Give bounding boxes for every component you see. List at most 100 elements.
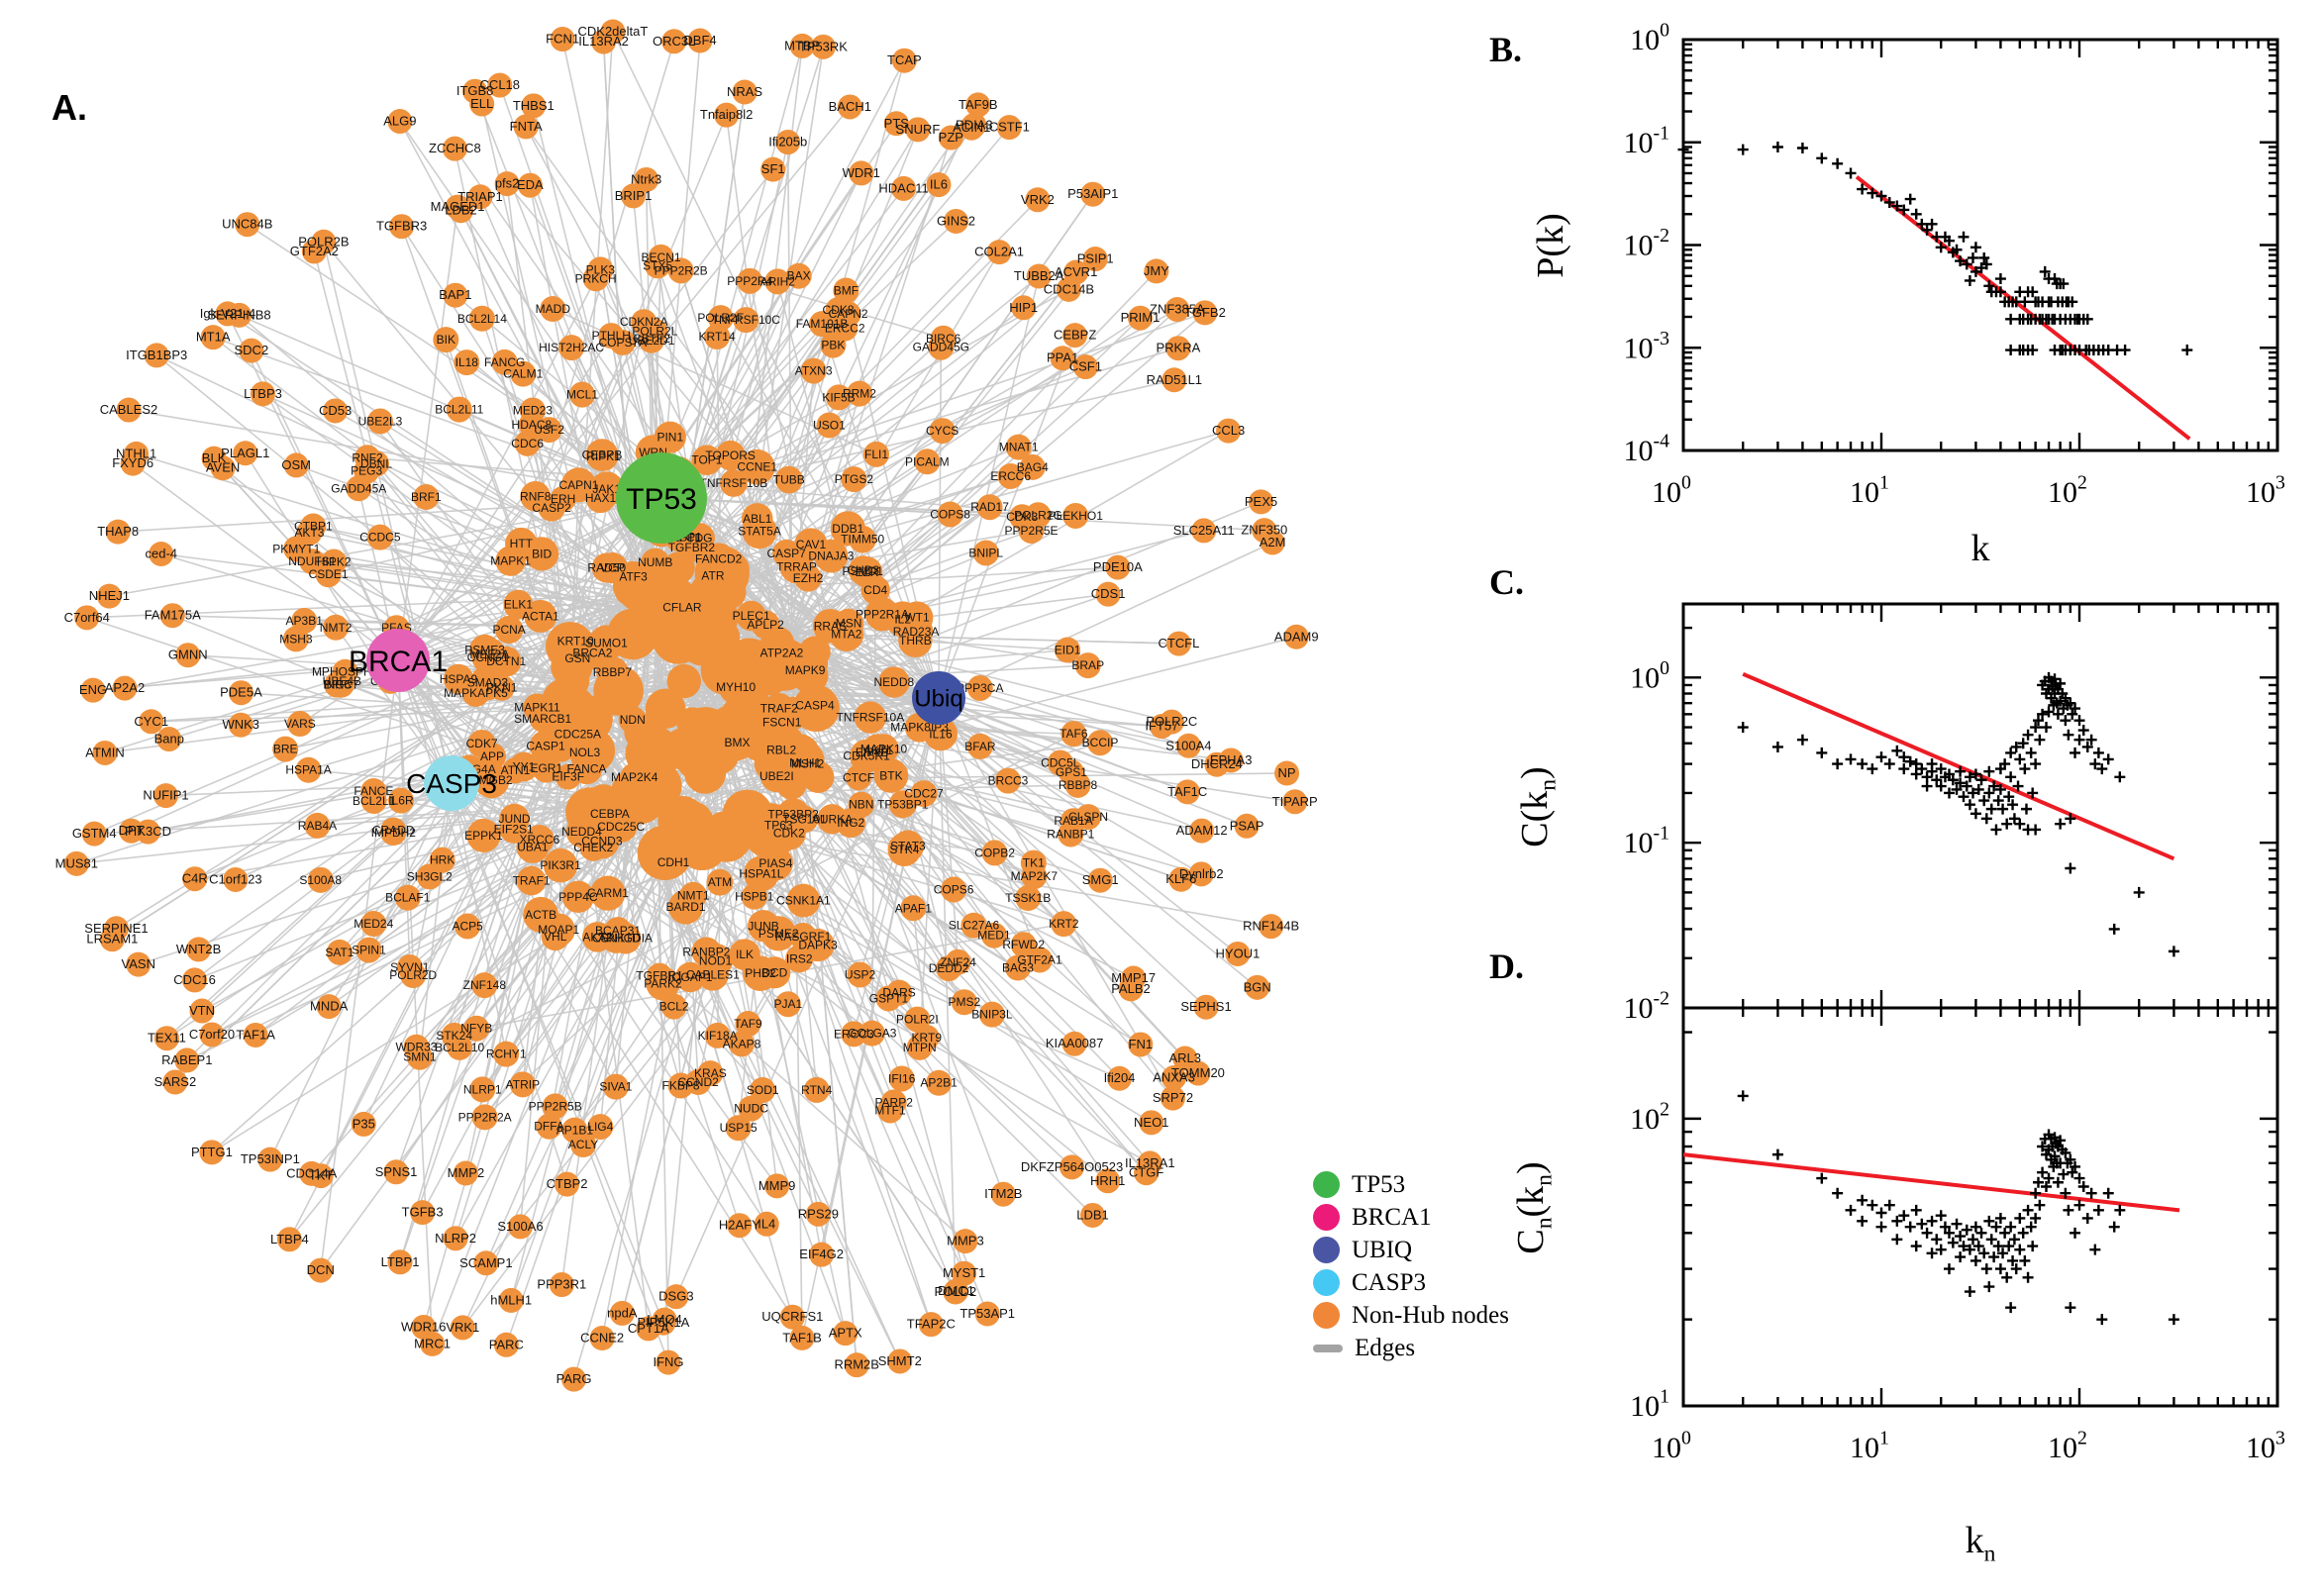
node-label: SAT1 [325,946,354,959]
non-hub-node [923,717,958,751]
node-label: PHB2 [745,966,776,980]
node-label: TDG [687,531,712,545]
legend-item-ubiq: UBIQ [1313,1234,1509,1266]
data-point [2055,818,2067,830]
data-point [2005,747,2017,758]
node-label: BAG3 [1002,960,1034,974]
data-point [1845,1204,1857,1216]
data-point [1997,1247,2009,1259]
node-label: DHCR24 [1191,756,1243,771]
node-label: TSSK1B [1005,891,1051,905]
node-label: BCCIP [1082,736,1119,749]
node-label: NOD1 [699,953,733,967]
non-hub-node [965,92,991,118]
node-label: CSTF1 [989,120,1030,135]
non-hub-node [429,847,455,873]
scatter-points [1737,1090,2179,1326]
node-label: GMNN [168,648,208,662]
axis-tick-label: 100 [1630,20,1669,57]
non-hub-node [1260,530,1285,555]
non-hub-node [383,1159,409,1185]
node-label: COPB2 [974,846,1015,859]
node-label: BIK [437,333,455,347]
data-point [2008,813,2020,825]
data-point [2168,1314,2179,1326]
legend-circle-swatch [1313,1204,1340,1231]
data-point [2014,1244,2026,1255]
network-edge [104,692,570,754]
node-label: CPT1A [628,1321,669,1336]
axis-tick-label: 102 [1630,1098,1669,1136]
non-hub-node [1282,789,1308,815]
node-label: PARC [489,1337,524,1351]
data-point [2060,1147,2071,1158]
axis-ticks [1681,38,2279,452]
non-hub-node [849,525,877,553]
node-label: ATF3 [619,570,648,584]
data-point [1961,258,1972,270]
node-label: DSG3 [658,1289,693,1304]
node-label: CDC14A [286,1165,338,1180]
node-label: JUND [499,812,531,826]
fit-line [1855,175,2191,441]
non-hub-node [311,229,337,254]
node-label: DKFZP564O0523 [1021,1159,1123,1174]
node-label: PSME2 [758,927,799,941]
data-point [2058,1168,2070,1180]
non-hub-node [355,937,382,963]
node-label: PTHLH [592,329,631,343]
non-hub-node [704,1022,731,1048]
data-point [2092,747,2104,758]
non-hub-node [307,866,334,893]
non-hub-node [883,111,909,137]
node-label: MNAT1 [999,441,1039,454]
data-point [1955,1231,1967,1243]
node-label: S100A4 [1165,738,1211,752]
node-label: CASP1 [526,739,565,752]
data-point [1883,196,1895,208]
non-hub-node [1127,305,1153,331]
node-label: UBE2I [759,769,794,783]
node-label: HSPA1L [739,866,783,880]
non-hub-node [568,381,595,408]
data-point [2014,818,2026,830]
legend-label: UBIQ [1352,1236,1413,1263]
non-hub-node [1107,1065,1133,1091]
non-hub-node [1162,367,1187,393]
node-label: GPS1 [1056,765,1087,779]
node-label: MSH2 [791,756,825,770]
data-point [1845,753,1857,765]
non-hub-node [719,725,756,761]
node-label: BGN [1244,979,1271,994]
node-label: NUMB [638,555,672,569]
non-hub-node [569,738,600,767]
node-label: RCHY1 [486,1047,527,1061]
non-hub-node [1063,259,1089,285]
data-point [1943,768,1955,780]
network-edge [76,801,645,865]
node-label: FKBP8 [662,1078,700,1092]
axis-ticks [1681,1008,2279,1408]
data-point [1983,1281,1995,1293]
non-hub-node [976,494,1003,521]
data-point [1898,204,1910,216]
data-point [2077,725,2089,737]
node-label: ILK [736,948,754,961]
non-hub-node [1080,1202,1106,1228]
non-hub-node [739,449,775,485]
network-edge [643,636,1297,803]
node-label: CTGF [1129,1165,1163,1180]
non-hub-node [105,519,131,545]
node-label: PCNA [492,623,525,637]
non-hub-node [227,302,252,328]
plot-frame [1681,38,2279,452]
axis-tick-label: 103 [2246,472,2285,510]
node-label: MAPK11 [514,701,560,715]
node-label: IQGAP1 [668,970,713,984]
non-hub-node [591,552,622,583]
non-hub-node [980,922,1007,948]
network-edge [138,801,645,965]
data-point [1910,1204,1922,1216]
non-hub-node [844,1352,869,1378]
data-point [2108,923,2120,935]
